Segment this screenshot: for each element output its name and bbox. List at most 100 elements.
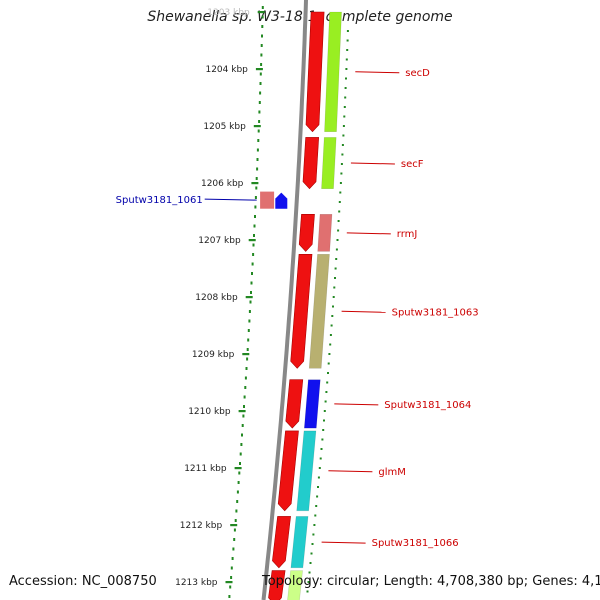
ruler-dot <box>254 215 256 218</box>
ruler-dot <box>234 519 237 522</box>
gene-arrow-unnamed[interactable] <box>268 570 286 600</box>
gene-label[interactable]: rrmJ <box>397 229 418 240</box>
ruler-dot <box>253 234 255 237</box>
ruler-tick <box>242 353 250 356</box>
ruler-dot <box>251 262 254 266</box>
feature-band-glmm[interactable] <box>296 430 317 512</box>
outer-track-dot <box>330 324 333 327</box>
feature-band-rrmj[interactable] <box>317 214 333 252</box>
gene-arrow-sputw3181_1063[interactable] <box>290 254 313 369</box>
ruler-dot <box>250 291 252 294</box>
outer-track-dot <box>327 362 330 365</box>
outer-track-dot <box>339 191 342 194</box>
ruler-tick <box>225 581 233 584</box>
ruler-dot <box>229 585 232 589</box>
outer-track-dot <box>333 286 336 289</box>
ruler-tick <box>230 524 238 527</box>
outer-track-dot <box>326 381 329 384</box>
gene-label[interactable]: secF <box>401 159 424 170</box>
outer-track-dot <box>315 505 318 507</box>
gene-label[interactable]: secD <box>405 68 430 79</box>
ruler-tick-label: 1205 kbp <box>203 122 246 132</box>
gene-label[interactable]: Sputw3181_1063 <box>392 307 479 318</box>
gene-leader-line <box>355 71 400 74</box>
outer-track-dot <box>323 419 325 422</box>
ruler-dot <box>230 576 233 579</box>
outer-track-dot <box>341 153 344 156</box>
outer-track-dot <box>335 258 338 260</box>
ruler-dot <box>239 462 241 465</box>
feature-band-secf[interactable] <box>321 137 337 189</box>
ruler-dot <box>236 490 239 494</box>
outer-track-dot <box>317 476 320 479</box>
outer-track-dot <box>329 343 332 346</box>
outer-track-dot <box>310 552 313 555</box>
ruler-dot <box>242 414 245 418</box>
outer-track-dot <box>312 533 315 536</box>
gene-leader-line <box>341 310 386 313</box>
outer-track-dot <box>320 448 323 450</box>
ruler-tick-label: 1204 kbp <box>205 65 248 75</box>
ruler-tick-label: 1211 kbp <box>184 464 227 474</box>
ruler-dot <box>241 424 244 427</box>
feature-band-sputw3181_1063[interactable] <box>308 254 330 369</box>
ruler-dot <box>248 319 251 323</box>
ruler-dot <box>246 357 249 361</box>
gene-arrow-sputw3181_1066[interactable] <box>272 516 291 569</box>
ruler-dot <box>244 386 247 389</box>
ruler-dot <box>260 44 263 47</box>
ruler-dot <box>254 196 257 199</box>
outer-track-dot <box>331 315 334 317</box>
ruler-dot <box>246 348 249 351</box>
gene-label[interactable]: Sputw3181_1061 <box>116 195 203 206</box>
gene-label[interactable]: glmM <box>378 467 406 478</box>
outer-track-dot <box>334 277 336 279</box>
outer-track-dot <box>311 543 314 545</box>
ruler-dot <box>240 443 243 446</box>
gene-leader-line <box>321 541 366 544</box>
outer-track-dot <box>327 372 329 374</box>
gene-leader-line <box>346 232 391 235</box>
ruler-dot <box>258 101 261 104</box>
gene-arrow-secf[interactable] <box>302 137 320 190</box>
ruler-dot <box>235 509 238 513</box>
gene-arrow-rrmj[interactable] <box>298 214 315 252</box>
gene-label[interactable]: Sputw3181_1066 <box>372 538 459 549</box>
outer-track-dot <box>338 210 341 213</box>
gene-arrow-glmm[interactable] <box>277 430 299 512</box>
ruler-dot <box>236 500 239 503</box>
ruler-tick-label: 1208 kbp <box>195 293 238 303</box>
ruler-dot <box>243 395 246 399</box>
ruler-tick <box>253 125 261 128</box>
gene-arrow-sputw3181_1061[interactable] <box>275 192 288 209</box>
outer-track-dot <box>324 400 327 403</box>
feature-band-sputw3181_1061[interactable] <box>260 191 275 209</box>
feature-band-unnamed[interactable] <box>287 570 303 600</box>
ruler-tick-label: 1203 kbp <box>207 8 250 18</box>
feature-band-sputw3181_1066[interactable] <box>290 516 309 569</box>
gene-label[interactable]: Sputw3181_1064 <box>384 400 471 411</box>
outer-track-dot <box>313 524 316 526</box>
ruler-dot <box>247 338 250 342</box>
feature-band-secd[interactable] <box>324 11 342 132</box>
ruler-dot <box>257 139 260 142</box>
ruler-dot <box>252 253 255 256</box>
ruler-dot <box>259 72 262 76</box>
ruler-dot <box>253 224 256 228</box>
ruler-dot <box>233 528 236 532</box>
ruler-dot <box>243 405 245 408</box>
ruler-dot <box>254 205 257 209</box>
ruler-tick <box>238 410 246 413</box>
outer-track-dot <box>314 514 317 517</box>
gene-arrow-sputw3181_1064[interactable] <box>285 379 304 429</box>
ruler-dot <box>232 547 235 551</box>
gene-arrow-secd[interactable] <box>305 11 325 133</box>
ruler-dot <box>256 148 259 152</box>
outer-track-dot <box>340 172 343 175</box>
ruler-dot <box>258 120 261 123</box>
ruler-dot <box>233 538 236 541</box>
ruler-dot <box>245 367 248 370</box>
outer-track-dot <box>340 163 343 165</box>
feature-band-sputw3181_1064[interactable] <box>303 379 321 429</box>
